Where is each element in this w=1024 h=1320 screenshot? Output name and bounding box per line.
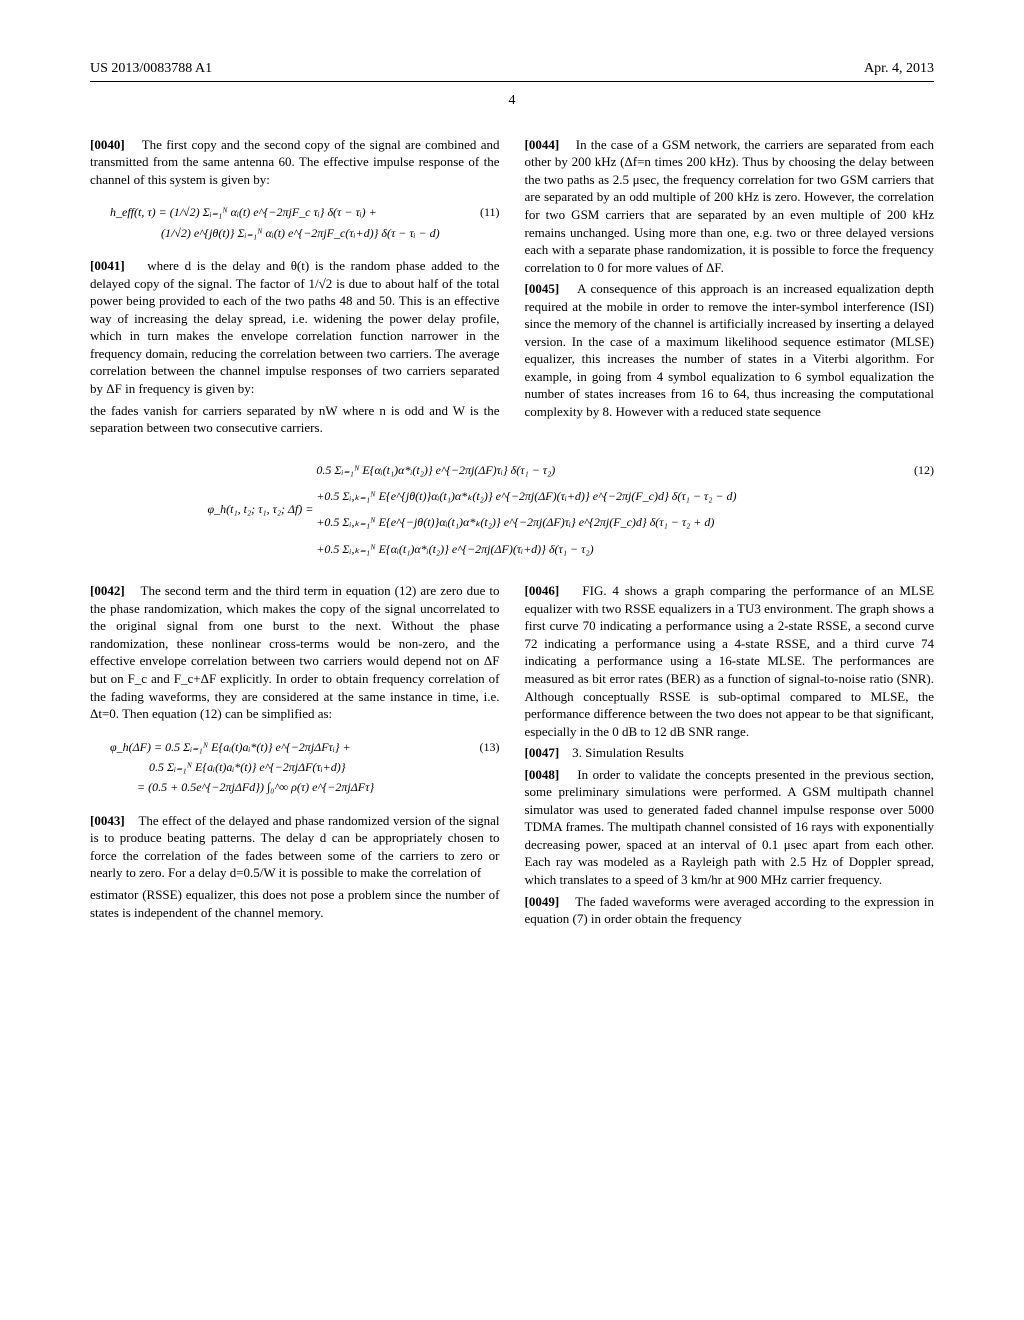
paragraph-0048: [0048] In order to validate the concepts… bbox=[525, 766, 935, 889]
paragraph-0045: [0045] A consequence of this approach is… bbox=[525, 280, 935, 420]
paragraph-0043-continuation: the fades vanish for carriers separated … bbox=[90, 402, 500, 437]
para-text: FIG. 4 shows a graph comparing the perfo… bbox=[525, 583, 935, 738]
para-num: [0047] bbox=[525, 745, 560, 760]
para-text: 3. Simulation Results bbox=[572, 745, 684, 760]
para-num: [0045] bbox=[525, 281, 560, 296]
para-num: [0040] bbox=[90, 137, 125, 152]
para-text: The first copy and the second copy of th… bbox=[90, 137, 500, 187]
page-number: 4 bbox=[90, 92, 934, 111]
para-text: where d is the delay and θ(t) is the ran… bbox=[90, 258, 500, 396]
eq-row: +0.5 Σᵢ,ₖ₌₁ᴺ E{e^{−jθ(t)}αᵢ(t₁)α*ₖ(t₂)} … bbox=[316, 515, 714, 529]
para-text: The faded waveforms were averaged accord… bbox=[525, 894, 935, 927]
para-text: A consequence of this approach is an inc… bbox=[525, 281, 935, 419]
para-num: [0046] bbox=[525, 583, 560, 598]
para-text: In the case of a GSM network, the carrie… bbox=[525, 137, 935, 275]
para-num: [0044] bbox=[525, 137, 560, 152]
paragraph-0042: [0042] The second term and the third ter… bbox=[90, 582, 500, 722]
equation-11: (11) h_eff(t, τ) = (1/√2) Σᵢ₌₁ᴺ αᵢ(t) e^… bbox=[110, 202, 500, 243]
eq-line: = (0.5 + 0.5e^{−2πjΔFd}) ∫₀^∞ ρ(τ) e^{−2… bbox=[137, 780, 374, 794]
eq-number: (12) bbox=[914, 457, 934, 483]
eq-line: φ_h(ΔF) = 0.5 Σᵢ₌₁ᴺ E{aᵢ(t)aᵢ*(t)} e^{−2… bbox=[110, 740, 351, 754]
para-num: [0049] bbox=[525, 894, 560, 909]
paragraph-0049: [0049] The faded waveforms were averaged… bbox=[525, 893, 935, 928]
paragraph-0041: [0041] where d is the delay and θ(t) is … bbox=[90, 257, 500, 397]
eq-rhs: 0.5 Σᵢ₌₁ᴺ E{αᵢ(t₁)α*ᵢ(t₂)} e^{−2πj(ΔF)τᵢ… bbox=[316, 457, 736, 563]
eq-number: (13) bbox=[480, 737, 500, 757]
para-text: the fades vanish for carriers separated … bbox=[90, 403, 500, 436]
publication-number: US 2013/0083788 A1 bbox=[90, 60, 212, 79]
eq-line: (1/√2) e^{jθ(t)} Σᵢ₌₁ᴺ αᵢ(t) e^{−2πjF_c(… bbox=[161, 226, 440, 240]
page-header: US 2013/0083788 A1 Apr. 4, 2013 bbox=[90, 60, 934, 82]
eq-row: 0.5 Σᵢ₌₁ᴺ E{αᵢ(t₁)α*ᵢ(t₂)} e^{−2πj(ΔF)τᵢ… bbox=[316, 463, 555, 477]
para-num: [0048] bbox=[525, 767, 560, 782]
paragraph-0044: [0044] In the case of a GSM network, the… bbox=[525, 136, 935, 276]
para-text: The second term and the third term in eq… bbox=[90, 583, 500, 721]
para-num: [0043] bbox=[90, 813, 125, 828]
paragraph-0043: [0043] The effect of the delayed and pha… bbox=[90, 812, 500, 882]
publication-date: Apr. 4, 2013 bbox=[864, 60, 934, 79]
para-text: In order to validate the concepts presen… bbox=[525, 767, 935, 887]
eq-line: h_eff(t, τ) = (1/√2) Σᵢ₌₁ᴺ αᵢ(t) e^{−2πj… bbox=[110, 205, 377, 219]
para-text: estimator (RSSE) equalizer, this does no… bbox=[90, 887, 500, 920]
eq-row: +0.5 Σᵢ,ₖ₌₁ᴺ E{αᵢ(t₁)α*ᵢ(t₂)} e^{−2πj(ΔF… bbox=[316, 542, 593, 556]
eq-lhs: φ_h(t₁, t₂; τ₁, τ₂; Δf) = bbox=[207, 496, 313, 522]
paragraph-0040: [0040] The first copy and the second cop… bbox=[90, 136, 500, 189]
para-num: [0042] bbox=[90, 583, 125, 598]
paragraph-0047: [0047] 3. Simulation Results bbox=[525, 744, 935, 762]
eq-line: 0.5 Σᵢ₌₁ᴺ E{aᵢ(t)aᵢ*(t)} e^{−2πjΔF(τᵢ+d)… bbox=[149, 760, 346, 774]
equation-13: (13) φ_h(ΔF) = 0.5 Σᵢ₌₁ᴺ E{aᵢ(t)aᵢ*(t)} … bbox=[110, 737, 500, 798]
eq-row: +0.5 Σᵢ,ₖ₌₁ᴺ E{e^{jθ(t)}αᵢ(t₁)α*ₖ(t₂)} e… bbox=[316, 489, 736, 503]
paragraph-0045-continuation: estimator (RSSE) equalizer, this does no… bbox=[90, 886, 500, 921]
equation-12: φ_h(t₁, t₂; τ₁, τ₂; Δf) = 0.5 Σᵢ₌₁ᴺ E{αᵢ… bbox=[90, 457, 934, 563]
para-num: [0041] bbox=[90, 258, 125, 273]
paragraph-0046: [0046] FIG. 4 shows a graph comparing th… bbox=[525, 582, 935, 740]
para-text: The effect of the delayed and phase rand… bbox=[90, 813, 500, 881]
eq-number: (11) bbox=[480, 202, 500, 222]
